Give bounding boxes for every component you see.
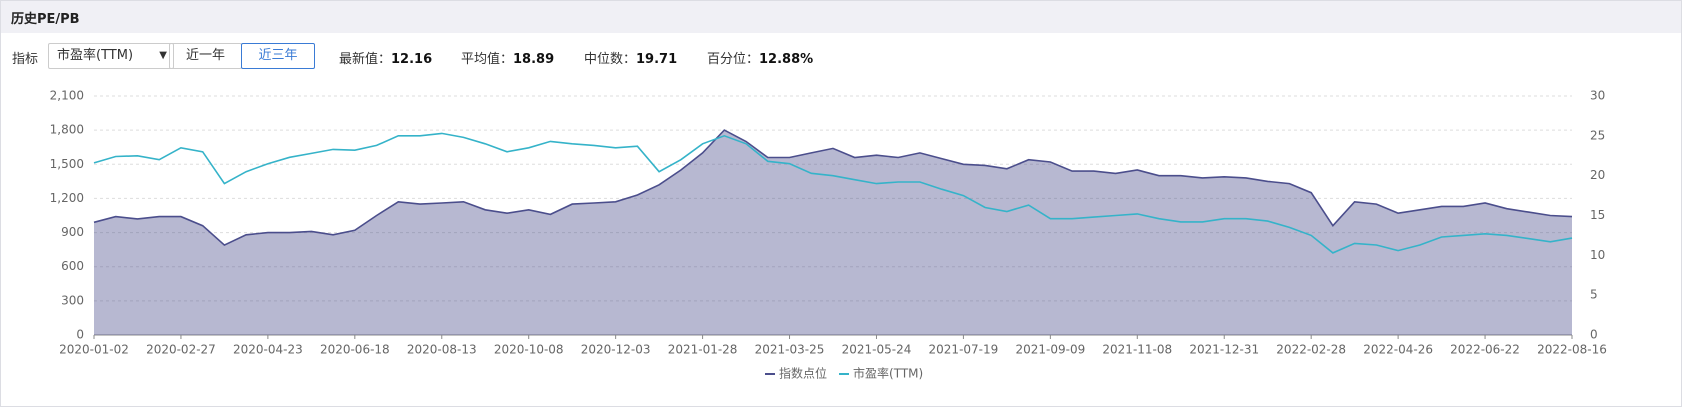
stat: 百分位：12.88% [707,48,813,67]
y-tick-label: 0 [76,328,84,342]
stat: 最新值：12.16 [339,48,432,67]
line [93,132,1573,254]
x-tick-label: 2020-02-27 [146,343,216,357]
x-tick-label: 2021-12-31 [1189,343,1259,357]
x-tick-label: 2021-11-08 [1102,343,1172,357]
x-tick-label: 2022-06-22 [1450,343,1520,357]
y-tick-label: 2,100 [50,89,84,103]
y-tick-label: 1,800 [50,123,84,137]
select-arrow: ▼ [159,50,167,61]
y-tick-label: 1,500 [50,157,84,171]
y2-tick-label: 25 [1590,128,1605,142]
x-tick-label: 2020-10-08 [494,343,564,357]
x-tick-label: 2021-03-25 [755,343,825,357]
stat-label: 平均值： [461,52,514,67]
stat-value: 12.88% [759,52,814,67]
header-title: 历史PE/PB [11,12,80,27]
x-tick-label: 2021-01-28 [668,343,738,357]
x-tick-label: 2022-04-26 [1363,343,1433,357]
y-tick-label: 600 [61,259,84,273]
x-tick-label: 2022-08-16 [1537,343,1607,357]
y-tick-label: 900 [61,225,84,239]
y-tick-label: 300 [61,293,84,307]
header: 历史PE/PB [1,1,1681,33]
y2-tick-label: 30 [1590,89,1605,103]
legend-label: 市盈率(TTM) [853,366,923,381]
y2-tick-label: 20 [1590,168,1605,182]
range-button-active[interactable]: 近三年 [241,43,315,69]
y-tick-label: 1,200 [50,191,84,205]
indicator-label: 指标 [12,52,39,67]
legend: 指数点位 市盈率(TTM) [765,366,923,381]
legend-label: 指数点位 [779,366,827,381]
line [93,129,1573,247]
stat-label: 百分位： [707,52,760,67]
stat: 平均值：18.89 [461,48,554,67]
y2-tick-label: 10 [1590,248,1605,262]
indicator-select[interactable]: 市盈率(TTM) ▼ [48,43,174,69]
area [94,130,1572,335]
stat: 中位数：19.71 [584,48,677,67]
x-tick-label: 2021-07-19 [929,343,999,357]
x-tick-label: 2020-08-13 [407,343,477,357]
stat-label: 最新值： [339,52,392,67]
x-tick-label: 2020-12-03 [581,343,651,357]
x-tick-label: 2020-04-23 [233,343,303,357]
x-tick-label: 2020-01-02 [59,343,129,357]
stat-value: 19.71 [636,52,678,67]
x-tick-label: 2021-05-24 [842,343,912,357]
stat-value: 18.89 [513,52,555,67]
x-tick-label: 2022-02-28 [1276,343,1346,357]
y2-tick-label: 0 [1590,328,1598,342]
select-text: 市盈率(TTM) [57,48,134,63]
y2-tick-label: 5 [1590,288,1598,302]
y2-tick-label: 15 [1590,208,1605,222]
x-tick-label: 2020-06-18 [320,343,390,357]
stat-value: 12.16 [391,52,433,67]
stat-label: 中位数： [584,52,637,67]
x-tick-label: 2021-09-09 [1015,343,1085,357]
